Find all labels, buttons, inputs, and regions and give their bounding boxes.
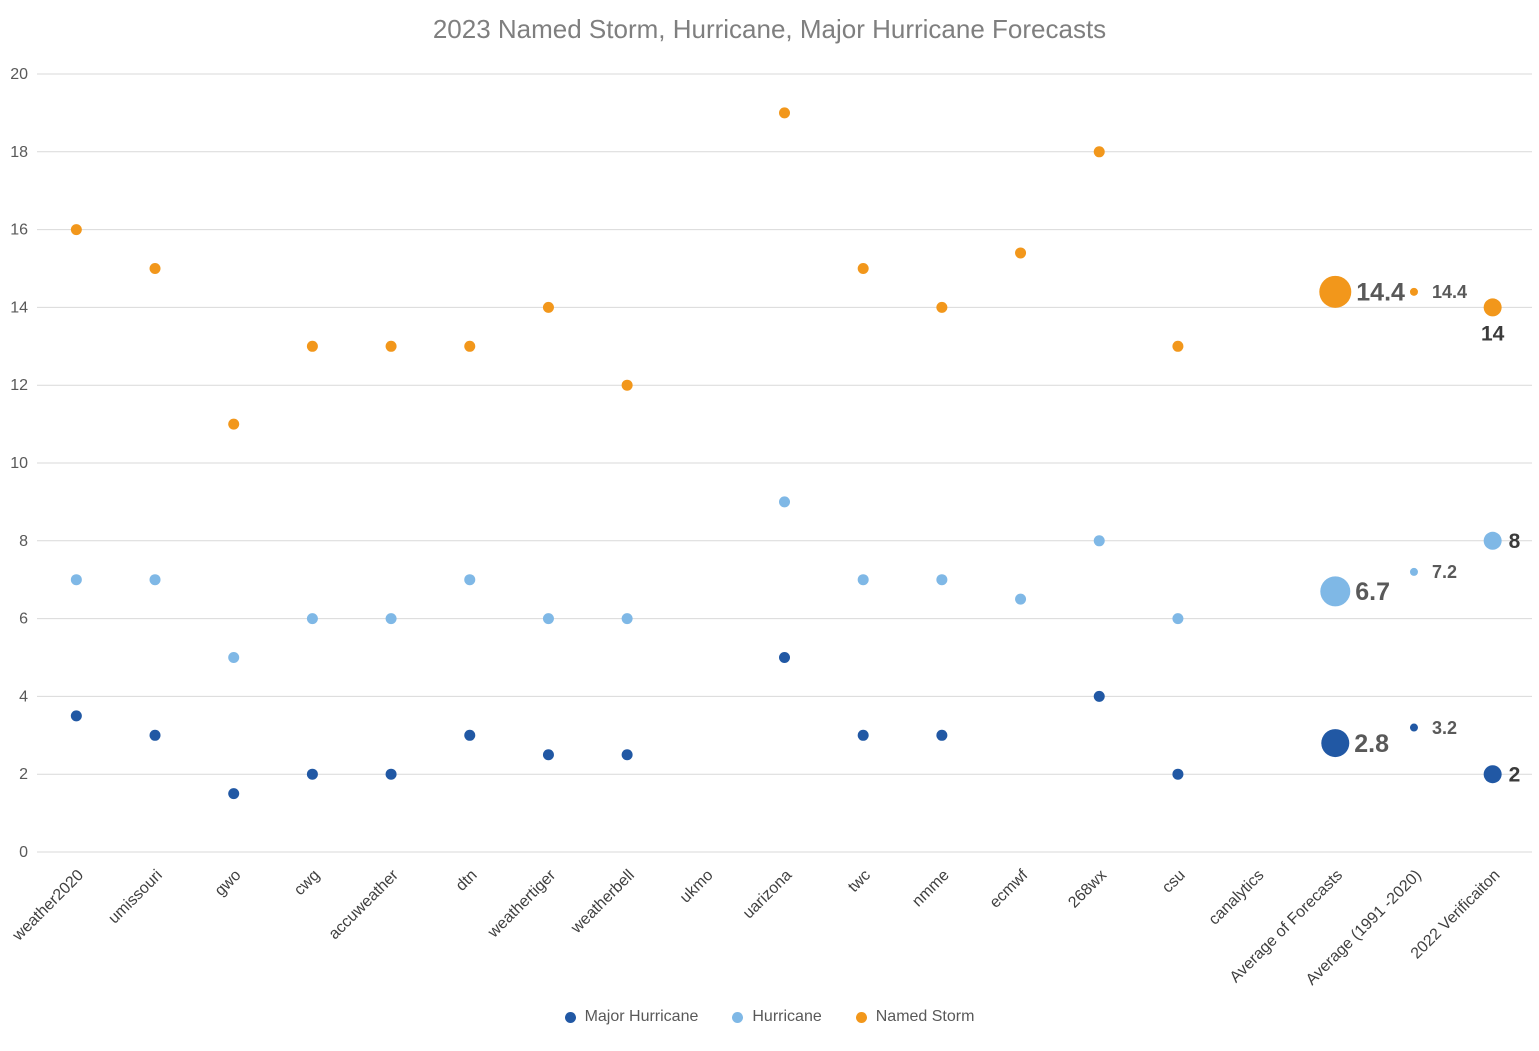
point-major-hurricane-dtn <box>464 729 476 741</box>
x-category-label: ecmwf <box>987 866 1032 911</box>
point-named-storm-268wx <box>1093 146 1105 158</box>
y-tick-label: 6 <box>19 611 28 628</box>
point-major-hurricane-2022-verificaiton <box>1483 765 1502 784</box>
point-value-label: 6.7 <box>1355 578 1390 606</box>
y-tick-label: 12 <box>10 377 28 394</box>
point-major-hurricane-twc <box>857 729 869 741</box>
point-hurricane-cwg <box>306 613 318 625</box>
point-named-storm-uarizona <box>779 107 790 119</box>
point-named-storm-ecmwf <box>1015 247 1027 259</box>
x-category-label: uarizona <box>740 867 795 922</box>
point-named-storm-gwo <box>228 418 240 430</box>
point-named-storm-2022-verificaiton <box>1483 298 1502 317</box>
point-hurricane-csu <box>1172 613 1184 625</box>
legend-label: Named Storm <box>875 1008 975 1025</box>
point-major-hurricane-average-of-forecasts <box>1321 729 1350 758</box>
point-value-label: 3.2 <box>1432 718 1457 738</box>
y-tick-label: 0 <box>19 844 28 861</box>
x-category-label: weatherbell <box>567 867 638 938</box>
x-category-label: twc <box>845 867 874 896</box>
point-named-storm-average-of-forecasts <box>1319 275 1352 308</box>
point-named-storm-twc <box>857 263 869 274</box>
x-category-label: canalytics <box>1206 867 1268 929</box>
y-tick-label: 2 <box>19 766 28 783</box>
point-named-storm-average-(1991--2020) <box>1409 287 1418 296</box>
point-major-hurricane-weatherbell <box>621 749 633 761</box>
y-tick-label: 4 <box>19 688 28 705</box>
point-major-hurricane-csu <box>1172 768 1184 780</box>
point-hurricane-ecmwf <box>1015 593 1027 605</box>
point-hurricane-weather2020 <box>70 574 82 586</box>
point-major-hurricane-uarizona <box>779 652 790 663</box>
point-hurricane-268wx <box>1093 535 1105 547</box>
point-value-label: 7.2 <box>1432 562 1457 582</box>
legend-marker-hurricane-icon <box>732 1011 744 1023</box>
point-major-hurricane-nmme <box>936 729 948 741</box>
x-category-label: nmme <box>909 867 953 911</box>
point-hurricane-twc <box>857 574 869 586</box>
point-hurricane-weatherbell <box>621 613 633 625</box>
point-value-label: 14.4 <box>1432 282 1467 302</box>
legend-item-hurricane: Hurricane <box>732 1008 822 1026</box>
point-major-hurricane-umissouri <box>149 729 161 741</box>
x-category-label: weathertiger <box>484 866 559 941</box>
x-category-label: 268wx <box>1065 867 1110 912</box>
legend: Major Hurricane Hurricane Named Storm <box>0 1008 1539 1026</box>
x-category-label: accuweather <box>326 866 403 943</box>
x-category-label: csu <box>1159 867 1189 897</box>
legend-item-named-storm: Named Storm <box>855 1008 975 1026</box>
point-value-label: 2.8 <box>1354 730 1389 758</box>
point-major-hurricane-average-(1991--2020) <box>1409 723 1418 732</box>
y-tick-label: 16 <box>10 222 28 239</box>
legend-label: Hurricane <box>752 1008 822 1025</box>
point-named-storm-weathertiger <box>542 301 554 313</box>
x-category-label: dtn <box>453 867 481 895</box>
point-hurricane-dtn <box>464 574 476 586</box>
point-named-storm-weatherbell <box>621 379 633 391</box>
point-value-label: 8 <box>1509 530 1521 553</box>
legend-marker-named-storm-icon <box>855 1011 867 1023</box>
legend-marker-major-hurricane-icon <box>564 1011 576 1023</box>
point-hurricane-gwo <box>228 652 240 663</box>
point-named-storm-nmme <box>936 301 948 313</box>
point-value-label: 14 <box>1481 322 1505 345</box>
point-hurricane-average-of-forecasts <box>1320 576 1351 607</box>
point-hurricane-weathertiger <box>542 613 554 625</box>
y-tick-label: 14 <box>10 299 28 316</box>
chart-title: 2023 Named Storm, Hurricane, Major Hurri… <box>432 14 1107 44</box>
legend-label: Major Hurricane <box>584 1008 699 1025</box>
point-named-storm-cwg <box>306 340 318 352</box>
point-value-label: 14.4 <box>1356 279 1405 307</box>
point-major-hurricane-weathertiger <box>542 749 554 761</box>
point-named-storm-accuweather <box>385 340 397 352</box>
point-major-hurricane-weather2020 <box>70 710 82 722</box>
x-category-label: umissouri <box>105 867 165 927</box>
x-category-label: gwo <box>212 867 245 900</box>
x-category-label: ukmo <box>677 867 717 907</box>
point-major-hurricane-gwo <box>228 788 240 800</box>
y-tick-label: 10 <box>10 455 28 472</box>
point-hurricane-uarizona <box>779 496 790 508</box>
point-major-hurricane-accuweather <box>385 768 397 780</box>
point-hurricane-2022-verificaiton <box>1483 531 1502 550</box>
x-category-label: cwg <box>291 867 323 899</box>
x-category-label: weather2020 <box>9 867 87 945</box>
point-named-storm-csu <box>1172 340 1184 352</box>
legend-item-major-hurricane: Major Hurricane <box>564 1008 699 1026</box>
point-hurricane-accuweather <box>385 613 397 625</box>
point-major-hurricane-268wx <box>1093 690 1105 702</box>
point-named-storm-dtn <box>464 340 476 352</box>
point-hurricane-average-(1991--2020) <box>1409 567 1418 576</box>
point-named-storm-umissouri <box>149 263 161 274</box>
point-hurricane-umissouri <box>149 574 161 586</box>
y-tick-label: 20 <box>10 66 28 83</box>
point-hurricane-nmme <box>936 574 948 586</box>
y-tick-label: 18 <box>10 144 28 161</box>
point-named-storm-weather2020 <box>70 224 82 236</box>
y-tick-label: 8 <box>19 533 28 550</box>
point-major-hurricane-cwg <box>306 768 318 780</box>
point-value-label: 2 <box>1509 764 1521 787</box>
